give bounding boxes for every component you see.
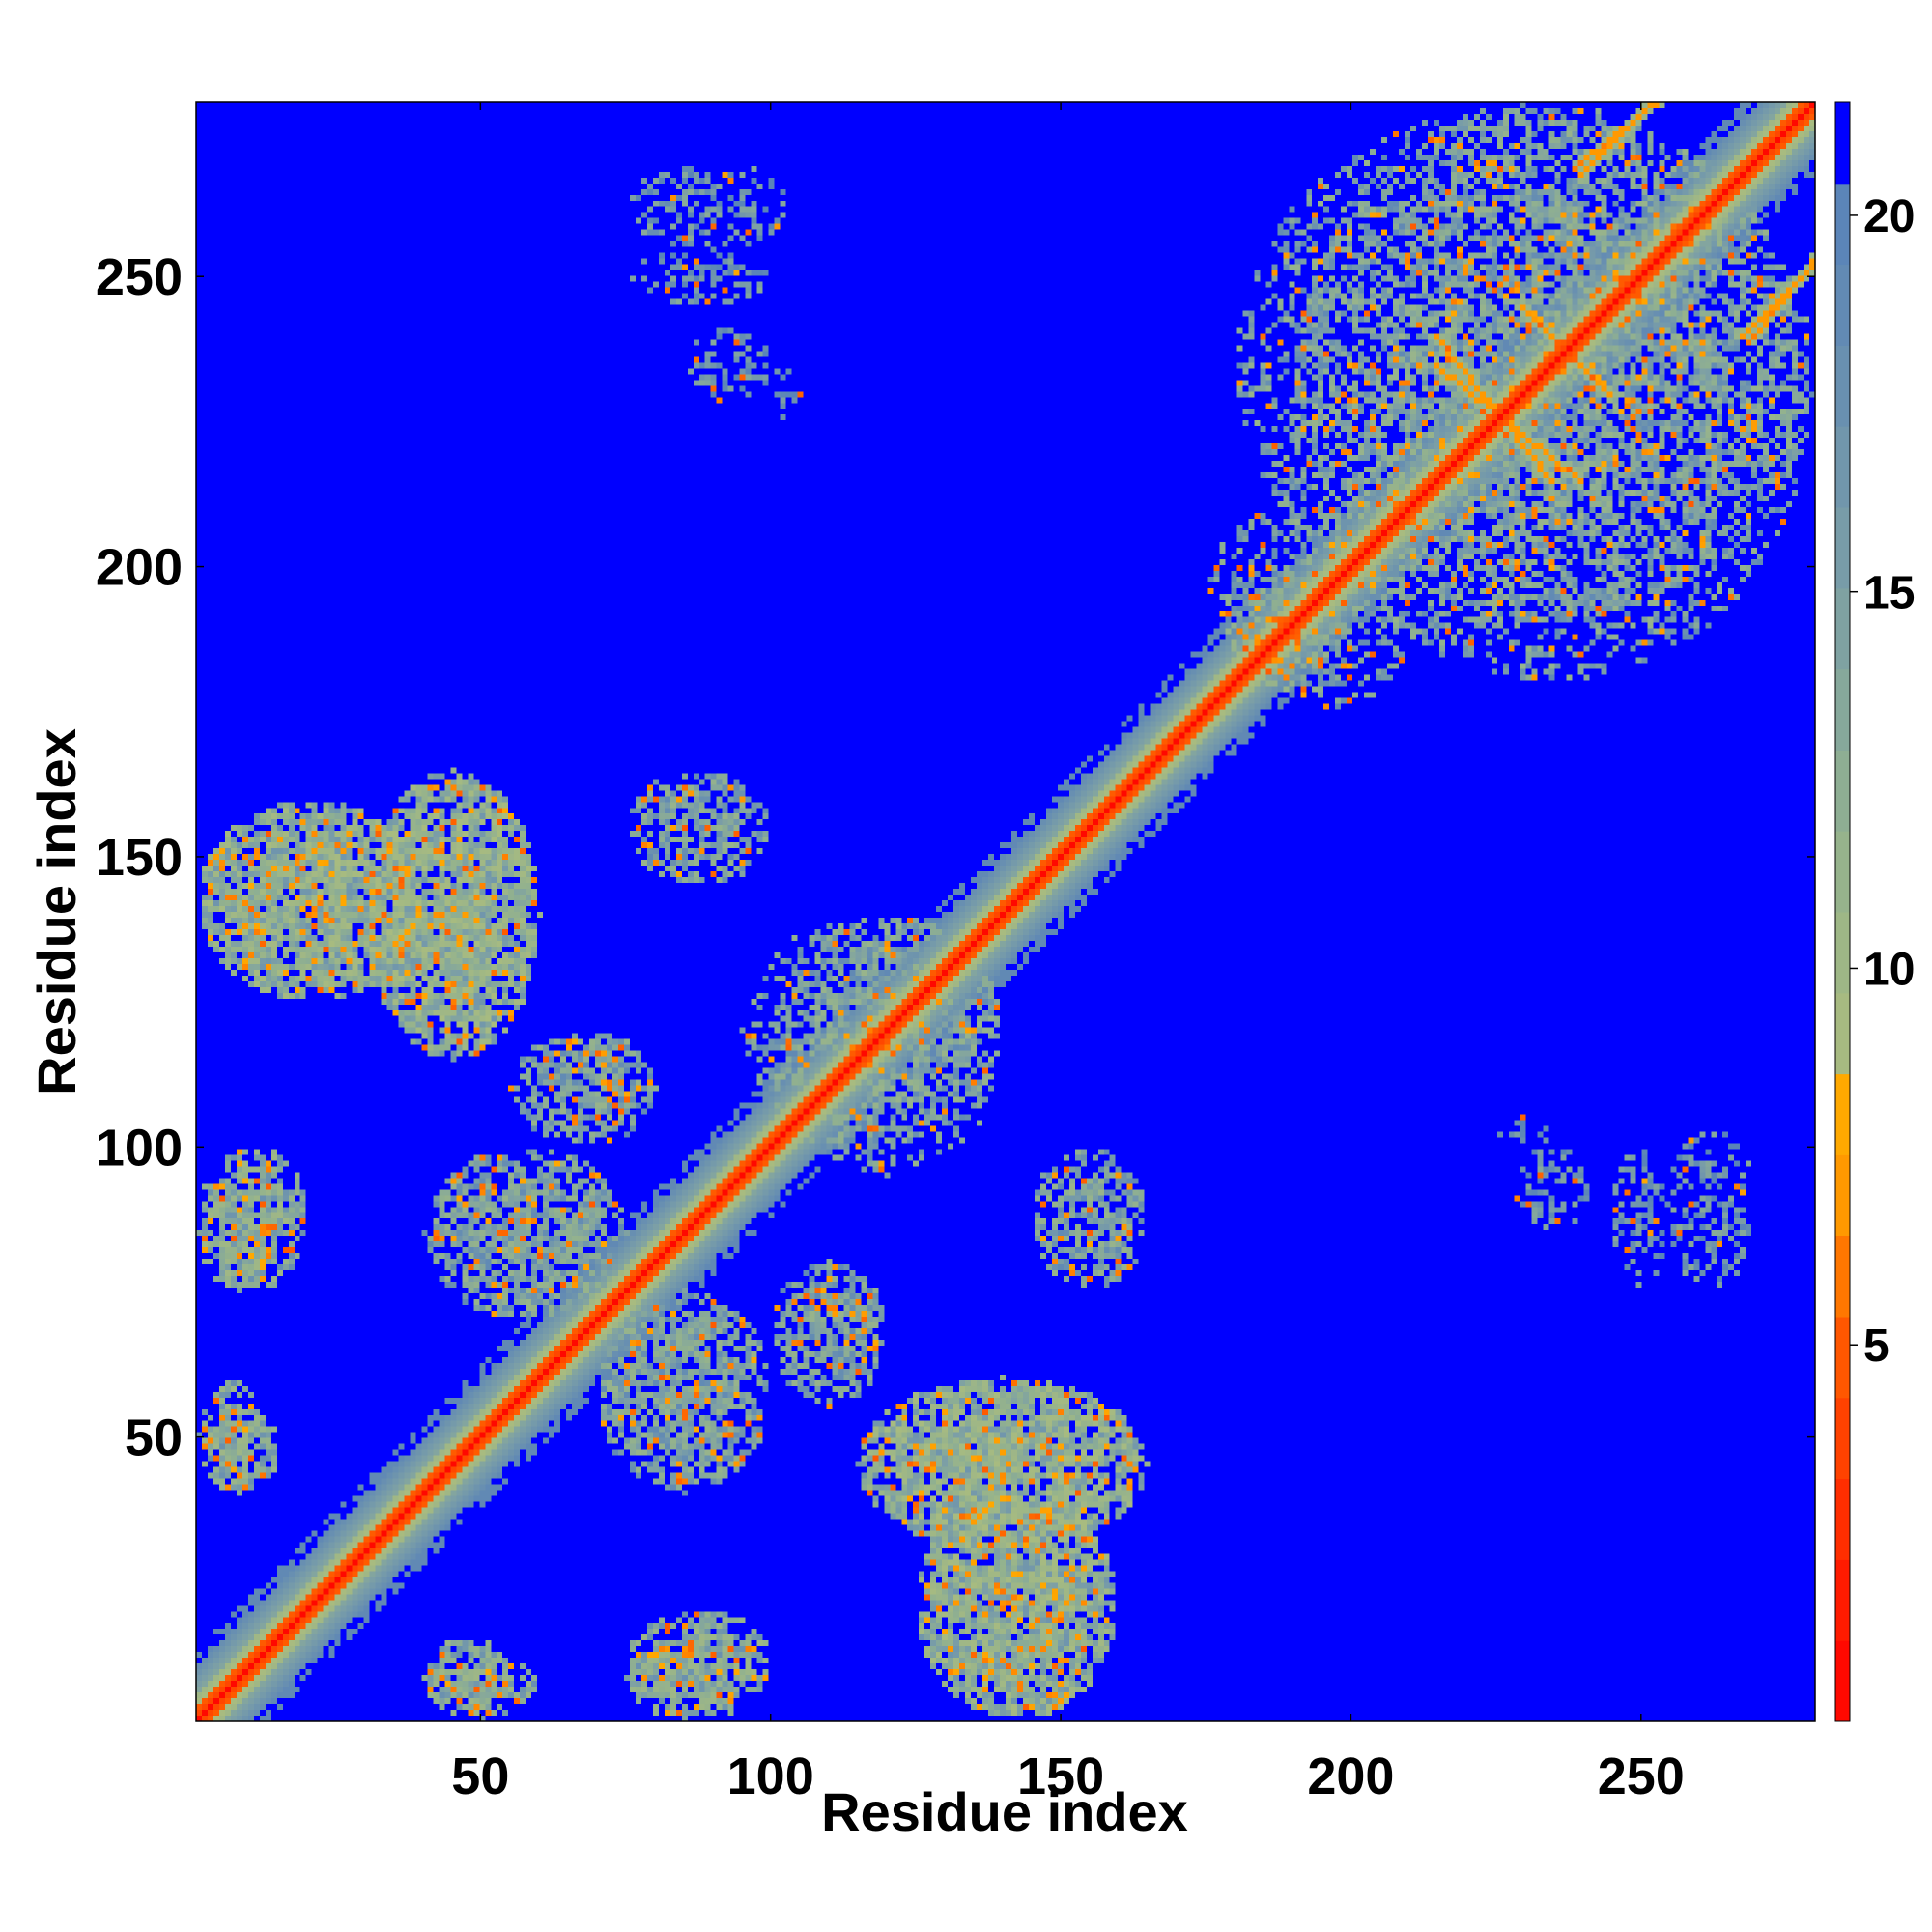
colorbar (1834, 101, 1851, 1722)
y-tick-label: 150 (96, 829, 183, 887)
colorbar-band (1835, 345, 1850, 427)
colorbar-band (1835, 426, 1850, 508)
colorbar-band (1835, 587, 1850, 670)
colorbar-band (1835, 912, 1850, 994)
y-tick-label: 50 (125, 1409, 183, 1467)
heatmap-plot-area (196, 102, 1815, 1721)
colorbar-tick-label: 20 (1863, 191, 1915, 242)
x-tick-label: 50 (451, 1747, 509, 1805)
colorbar-band (1835, 992, 1850, 1075)
colorbar-band (1835, 668, 1850, 751)
y-axis-title: Residue index (26, 728, 87, 1095)
colorbar-band (1835, 507, 1850, 589)
x-axis-title: Residue index (821, 1781, 1188, 1842)
colorbar-band (1835, 1397, 1850, 1480)
colorbar-band (1835, 1317, 1850, 1399)
x-tick-label: 200 (1307, 1747, 1394, 1805)
colorbar-band (1835, 1559, 1850, 1641)
colorbar-frame (1834, 101, 1851, 1722)
x-tick-label: 250 (1598, 1747, 1685, 1805)
colorbar-band (1835, 264, 1850, 346)
x-tick-label: 150 (1017, 1747, 1104, 1805)
colorbar-band (1835, 1236, 1850, 1318)
colorbar-band (1835, 831, 1850, 913)
colorbar-band (1835, 1640, 1850, 1722)
y-axis: 50 100 150 200 250 (96, 248, 1815, 1467)
plot-frame (195, 101, 1816, 1722)
y-tick-label: 250 (96, 248, 183, 306)
colorbar-band (1835, 1154, 1850, 1236)
y-tick-label: 200 (96, 539, 183, 597)
colorbar-tick-label: 10 (1863, 944, 1915, 995)
y-tick-label: 100 (96, 1119, 183, 1177)
colorbar-band (1835, 1073, 1850, 1155)
colorbar-tick-label: 5 (1863, 1321, 1889, 1372)
colorbar-band (1835, 750, 1850, 832)
colorbar-tick-label: 15 (1863, 568, 1915, 619)
colorbar-band (1835, 102, 1850, 185)
colorbar-axis: 5 10 15 20 (1850, 191, 1915, 1372)
heatmap-cells (196, 102, 1815, 1721)
x-axis: 50 100 150 200 250 (451, 102, 1685, 1805)
colorbar-band (1835, 183, 1850, 266)
colorbar-band (1835, 1478, 1850, 1560)
x-tick-label: 100 (727, 1747, 814, 1805)
